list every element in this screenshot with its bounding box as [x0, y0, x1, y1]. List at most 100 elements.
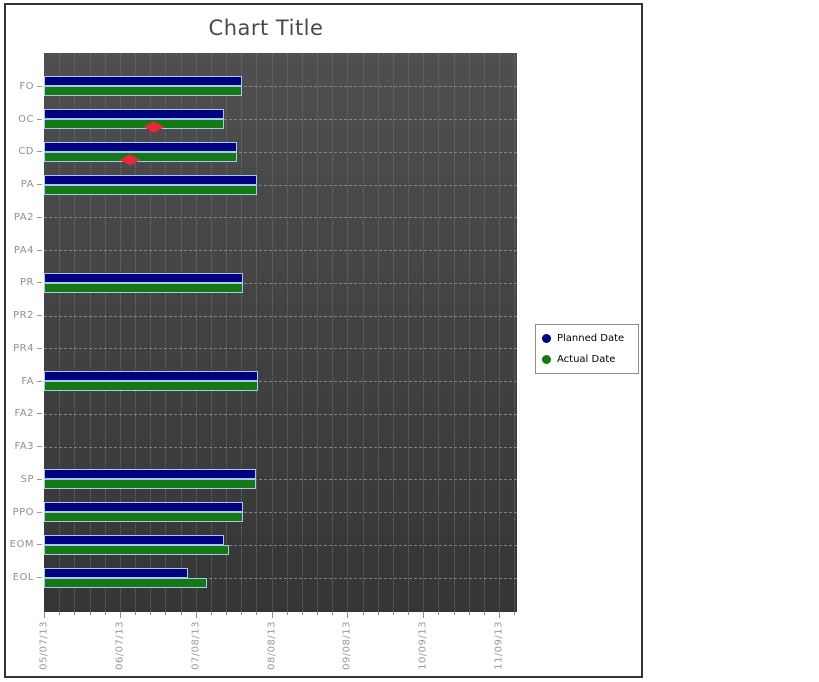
y-axis-label-oc: OC — [6, 103, 42, 136]
y-axis-label-pa2: PA2 — [6, 201, 42, 234]
y-axis-label-pr: PR — [6, 267, 42, 300]
bar-planned-eol — [44, 567, 189, 578]
plot-row-fo — [44, 70, 517, 103]
x-minor-tick — [362, 612, 364, 615]
y-axis-label-pa: PA — [6, 168, 42, 201]
gridline — [483, 53, 485, 612]
x-major-tick — [423, 612, 425, 618]
y-axis-label-fa2: FA2 — [6, 398, 42, 431]
gridline — [317, 53, 319, 612]
y-axis-label-text: PPO — [12, 506, 34, 518]
x-major-tick — [347, 612, 349, 618]
y-axis-label-pr2: PR2 — [6, 299, 42, 332]
gridline — [256, 53, 258, 612]
plot-row-pr4 — [44, 332, 517, 365]
bar-planned-eom — [44, 534, 224, 545]
plot-row-pa2 — [44, 201, 517, 234]
y-axis-label-text: CD — [18, 146, 34, 158]
gridline — [286, 53, 288, 612]
x-minor-tick — [135, 612, 137, 615]
bar-pair-eol — [44, 567, 517, 588]
x-tick-label-text: 07/08/13 — [190, 621, 202, 670]
gridline — [347, 53, 349, 612]
plot-row-eol — [44, 561, 517, 594]
gridline — [104, 53, 106, 612]
bar-pair-fo — [44, 76, 517, 97]
bar-pair-pr — [44, 272, 517, 293]
gridline — [74, 53, 76, 612]
x-tick-label-text: 09/08/13 — [341, 621, 353, 670]
x-minor-tick — [104, 612, 106, 615]
chart-frame: Chart Title FO OC CD PA PA2 PA4 PR PR2 PR4 FA FA2 F… — [4, 3, 643, 678]
x-tick-label-text: 05/07/13 — [38, 621, 50, 670]
y-axis-label-sp: SP — [6, 463, 42, 496]
y-axis-label-ppo: PPO — [6, 496, 42, 529]
gridline — [119, 53, 121, 612]
gridline — [59, 53, 61, 612]
y-axis-label-text: SP — [20, 473, 34, 485]
bar-planned-fo — [44, 76, 243, 87]
gridline — [89, 53, 91, 612]
y-axis-label-cd: CD — [6, 136, 42, 169]
gridline — [271, 53, 273, 612]
x-minor-tick — [483, 612, 485, 615]
bar-planned-fa — [44, 371, 259, 382]
x-major-tick — [499, 612, 501, 618]
plot-row-cd — [44, 136, 517, 169]
gridline — [135, 53, 137, 612]
x-tick-label: 07/08/13 — [190, 621, 201, 670]
x-tick-label-text: 06/07/13 — [114, 621, 126, 670]
y-axis-label-text: PA — [20, 179, 34, 191]
gridline — [332, 53, 334, 612]
plot-row-pr — [44, 267, 517, 300]
legend-item-actual: Actual Date — [542, 354, 632, 365]
gridline — [165, 53, 167, 612]
plot-row-fa3 — [44, 430, 517, 463]
x-major-tick — [271, 612, 273, 618]
x-tick-label: 09/08/13 — [342, 621, 353, 670]
x-tick-label-text: 11/09/13 — [493, 621, 505, 670]
y-axis-label-eom: EOM — [6, 529, 42, 562]
bar-planned-cd — [44, 141, 238, 152]
x-major-tick — [195, 612, 197, 618]
plot-row-pa4 — [44, 234, 517, 267]
gridline — [514, 53, 516, 612]
planned-date-dot-icon — [542, 334, 551, 343]
x-tick-label: 10/09/13 — [418, 621, 429, 670]
bar-actual-eom — [44, 544, 229, 555]
bar-actual-fa — [44, 381, 259, 392]
bar-actual-sp — [44, 479, 256, 490]
gridline — [392, 53, 394, 612]
y-axis-label-text: EOM — [9, 539, 34, 551]
gridline — [226, 53, 228, 612]
y-tick-mark — [37, 184, 42, 186]
plot-row-pr2 — [44, 299, 517, 332]
x-major-tick — [44, 612, 45, 618]
bar-actual-oc — [44, 119, 224, 130]
x-minor-tick — [210, 612, 212, 615]
plot-row-sp — [44, 463, 517, 496]
plot-rows — [44, 53, 517, 612]
y-axis-label-text: PA4 — [13, 244, 34, 256]
bar-pair-oc — [44, 109, 517, 133]
y-axis-label-fa3: FA3 — [6, 430, 42, 463]
plot-row-fa2 — [44, 398, 517, 431]
x-minor-tick — [408, 612, 410, 615]
gridline — [362, 53, 364, 612]
bar-planned-sp — [44, 469, 256, 480]
plot-row-fa — [44, 365, 517, 398]
x-minor-tick — [301, 612, 303, 615]
y-tick-mark — [37, 478, 42, 480]
gridline — [180, 53, 182, 612]
bar-pair-eom — [44, 534, 517, 555]
y-tick-mark — [37, 118, 42, 120]
gridline — [438, 53, 440, 612]
gridline — [210, 53, 212, 612]
y-tick-mark — [37, 544, 42, 546]
x-tick-label: 05/07/13 — [39, 621, 50, 670]
y-tick-mark — [37, 347, 42, 349]
y-tick-mark — [37, 380, 42, 382]
y-axis-label-text: PR2 — [13, 310, 34, 322]
y-axis-label-text: FA3 — [14, 441, 34, 453]
x-major-tick — [119, 612, 121, 618]
